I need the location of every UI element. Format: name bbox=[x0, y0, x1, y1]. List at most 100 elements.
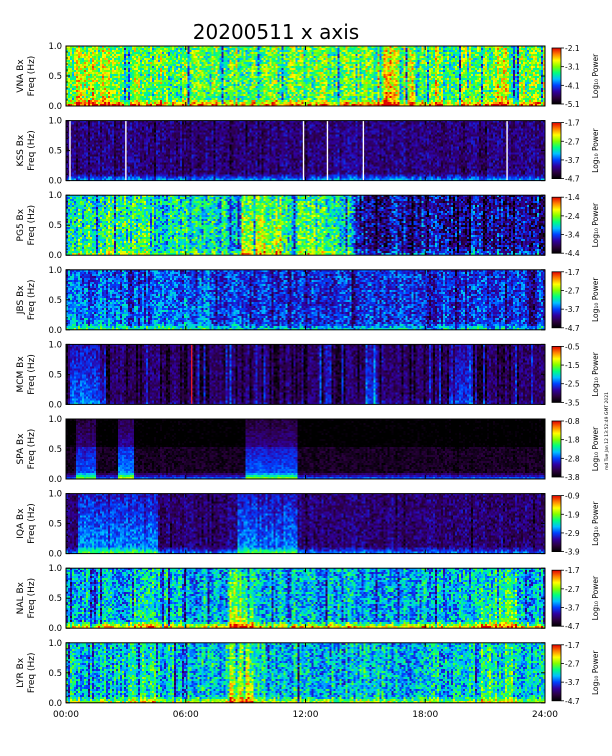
colorbar-tick-label: -1.5 bbox=[565, 361, 580, 370]
colorbar-tick-label: -2.7 bbox=[565, 659, 580, 668]
colorbar-tick-label: -0.5 bbox=[565, 342, 580, 351]
colorbar-tick-label: -2.7 bbox=[565, 286, 580, 295]
colorbar-tick-label: -3.4 bbox=[565, 231, 580, 240]
colorbar-tick-label: -0.9 bbox=[565, 492, 580, 501]
colorbar bbox=[551, 196, 562, 254]
freq-axis-label: Freq (Hz) bbox=[27, 578, 37, 619]
spectrogram-image bbox=[66, 46, 545, 106]
y-tick-label: 0.0 bbox=[48, 624, 62, 634]
freq-axis-label: Freq (Hz) bbox=[27, 205, 37, 246]
colorbar-tick-label: -5.1 bbox=[565, 100, 580, 109]
colorbar-tick-label: -3.7 bbox=[565, 156, 580, 165]
creation-stamp: md Tue Jan 12 13:52:49 GMT 2021 bbox=[604, 392, 610, 470]
y-tick-label: 1.0 bbox=[48, 42, 62, 52]
y-tick-label: 1.0 bbox=[48, 117, 62, 127]
spectrogram-image bbox=[66, 269, 545, 330]
colorbar-label: Log₁₀ Power bbox=[591, 351, 600, 396]
y-tick-label: 1.0 bbox=[48, 490, 62, 500]
freq-axis-label: Freq (Hz) bbox=[27, 279, 37, 320]
x-axis: 00:00 06:00 12:00 18:00 24:00 bbox=[53, 710, 558, 720]
spectrogram-image bbox=[66, 344, 545, 405]
colorbar bbox=[551, 644, 562, 702]
y-tick-label: 0.5 bbox=[48, 296, 62, 306]
y-tick-label: 1.0 bbox=[48, 340, 62, 350]
colorbar-label: Log₁₀ Power bbox=[591, 277, 600, 322]
station-label: IQA Bx bbox=[16, 508, 26, 539]
station-label: VNA Bx bbox=[16, 59, 26, 93]
colorbar-tick-label: -1.9 bbox=[565, 510, 580, 519]
y-tick-label: 0.0 bbox=[48, 475, 62, 485]
x-tick-label: 24:00 bbox=[532, 710, 558, 720]
y-tick-label: 0.5 bbox=[48, 594, 62, 604]
x-tick-label: 18:00 bbox=[412, 710, 438, 720]
colorbar-tick-label: -2.4 bbox=[565, 212, 580, 221]
station-label: SPA Bx bbox=[16, 433, 26, 465]
panel-mcm-bx: 0.0 0.5 1.0 MCM Bx Freq (Hz) -0.5 -1.5 -2.5 -3.5… bbox=[16, 340, 600, 410]
y-tick-label: 0.5 bbox=[48, 147, 62, 157]
freq-axis-label: Freq (Hz) bbox=[27, 429, 37, 470]
freq-axis-label: Freq (Hz) bbox=[27, 652, 37, 693]
y-tick-label: 0.0 bbox=[48, 550, 62, 560]
colorbar bbox=[551, 420, 562, 478]
colorbar-tick-label: -0.8 bbox=[565, 417, 580, 426]
y-tick-label: 0.5 bbox=[48, 445, 62, 455]
y-tick-label: 0.5 bbox=[48, 72, 62, 82]
colorbar bbox=[551, 271, 562, 329]
figure-title: 20200511 x axis bbox=[193, 20, 359, 44]
colorbar-tick-label: -1.7 bbox=[565, 119, 580, 128]
station-label: PG5 Bx bbox=[16, 208, 26, 241]
colorbar-label: Log₁₀ Power bbox=[591, 202, 600, 247]
colorbar-label: Log₁₀ Power bbox=[591, 127, 600, 172]
spectrogram-image bbox=[66, 120, 545, 181]
colorbar-tick-label: -3.5 bbox=[565, 398, 580, 407]
colorbar-tick-label: -1.7 bbox=[565, 641, 580, 650]
colorbar-tick-label: -4.7 bbox=[565, 175, 580, 184]
panel-spa-bx: 0.0 0.5 1.0 SPA Bx Freq (Hz) -0.8 -1.8 -2.8 -3.8… bbox=[16, 415, 600, 485]
colorbar-tick-label: -3.7 bbox=[565, 305, 580, 314]
freq-axis-label: Freq (Hz) bbox=[27, 56, 37, 97]
y-tick-label: 0.5 bbox=[48, 370, 62, 380]
colorbar-tick-label: -2.7 bbox=[565, 585, 580, 594]
y-tick-label: 0.0 bbox=[48, 102, 62, 112]
panel-vna-bx: 0.0 0.5 1.0 VNA Bx Freq (Hz) -2.1 -3.1 -4.1 -5.1… bbox=[16, 42, 600, 112]
colorbar-tick-label: -4.7 bbox=[565, 622, 580, 631]
colorbar-label: Log₁₀ Power bbox=[591, 500, 600, 545]
station-label: KSS Bx bbox=[16, 134, 26, 166]
y-tick-label: 0.0 bbox=[48, 699, 62, 709]
colorbar-tick-label: -2.5 bbox=[565, 380, 580, 389]
station-label: LYR Bx bbox=[16, 657, 26, 688]
freq-axis-label: Freq (Hz) bbox=[27, 130, 37, 171]
colorbar-tick-label: -1.4 bbox=[565, 193, 580, 202]
freq-axis-label: Freq (Hz) bbox=[27, 503, 37, 544]
colorbar-tick-label: -1.7 bbox=[565, 268, 580, 277]
spectrogram-image bbox=[66, 195, 545, 256]
y-tick-label: 0.5 bbox=[48, 520, 62, 530]
freq-axis-label: Freq (Hz) bbox=[27, 354, 37, 395]
colorbar-tick-label: -4.7 bbox=[565, 697, 580, 706]
y-tick-label: 0.5 bbox=[48, 669, 62, 679]
station-label: JBS Bx bbox=[16, 285, 26, 315]
colorbar-tick-label: -2.1 bbox=[565, 44, 580, 53]
spectrogram-image bbox=[66, 568, 545, 629]
y-tick-label: 0.5 bbox=[48, 221, 62, 231]
panel-nal-bx: 0.0 0.5 1.0 NAL Bx Freq (Hz) -1.7 -2.7 -3.7 -4.7… bbox=[16, 564, 600, 634]
panel-jbs-bx: 0.0 0.5 1.0 JBS Bx Freq (Hz) -1.7 -2.7 -3.7 -4.7… bbox=[16, 266, 600, 336]
panel-pg5-bx: 0.0 0.5 1.0 PG5 Bx Freq (Hz) -1.4 -2.4 -3.4 -4.4… bbox=[16, 191, 600, 261]
x-tick-label: 06:00 bbox=[173, 710, 199, 720]
y-tick-label: 0.0 bbox=[48, 251, 62, 261]
spectrogram-image bbox=[66, 419, 545, 479]
station-label: NAL Bx bbox=[16, 581, 26, 614]
colorbar-tick-label: -3.7 bbox=[565, 604, 580, 613]
colorbar-tick-label: -2.8 bbox=[565, 454, 580, 463]
panel-iqa-bx: 0.0 0.5 1.0 IQA Bx Freq (Hz) -0.9 -1.9 -2.9 -3.9… bbox=[16, 490, 600, 560]
colorbar-label: Log₁₀ Power bbox=[591, 575, 600, 620]
colorbar bbox=[551, 47, 562, 105]
colorbar-tick-label: -3.7 bbox=[565, 678, 580, 687]
y-tick-label: 0.0 bbox=[48, 177, 62, 187]
y-tick-label: 0.0 bbox=[48, 400, 62, 410]
panel-kss-bx: 0.0 0.5 1.0 KSS Bx Freq (Hz) -1.7 -2.7 -3.7 -4.7… bbox=[16, 117, 600, 187]
y-tick-label: 1.0 bbox=[48, 191, 62, 201]
x-tick-label: 12:00 bbox=[293, 710, 319, 720]
